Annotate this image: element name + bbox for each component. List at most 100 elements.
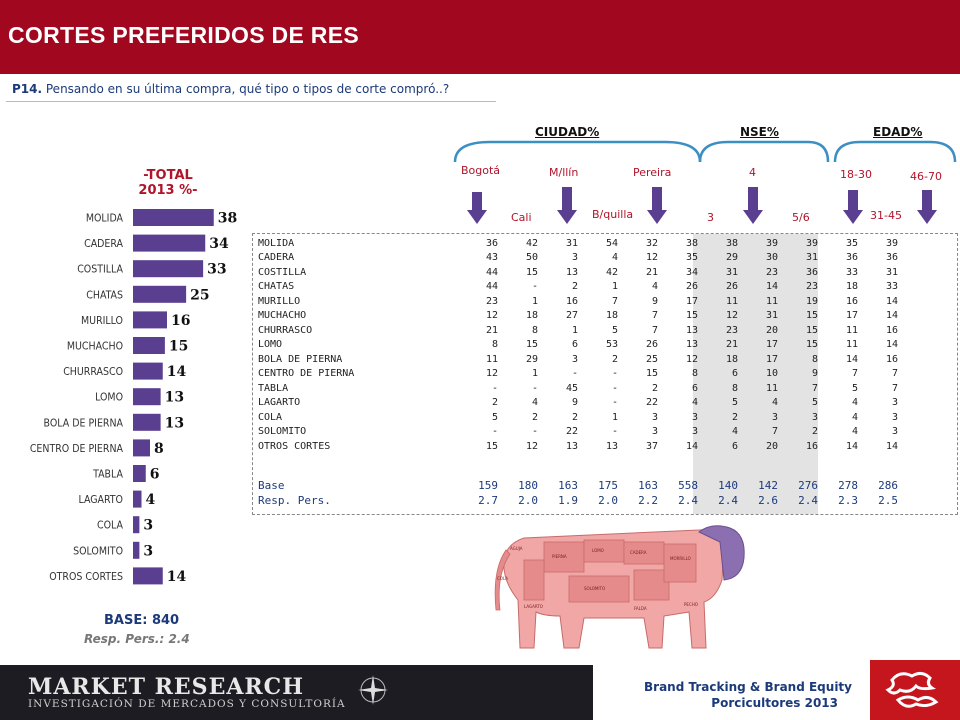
table-cell: - bbox=[531, 382, 538, 394]
table-cell: 4 bbox=[531, 397, 538, 409]
table-cell: 558 bbox=[678, 479, 698, 493]
table-cell: 54 bbox=[605, 237, 618, 249]
compass-icon bbox=[358, 675, 388, 705]
row-label: CHATAS bbox=[258, 281, 295, 293]
row-label: COLA bbox=[258, 411, 283, 423]
table-cell: 23 bbox=[725, 324, 738, 336]
table-cell: 4 bbox=[611, 252, 618, 264]
table-cell: 4 bbox=[731, 426, 738, 438]
bar-value-label: 38 bbox=[218, 211, 237, 227]
table-cell: 5 bbox=[811, 397, 818, 409]
bar bbox=[133, 285, 187, 303]
table-cell: 34 bbox=[685, 266, 698, 278]
total-chart-title: -TOTAL 2013 %- bbox=[118, 168, 218, 198]
row-label: TABLA bbox=[258, 382, 289, 394]
table-cell: 5 bbox=[731, 397, 738, 409]
table-cell: 15 bbox=[805, 339, 818, 351]
table-cell: 17 bbox=[765, 353, 778, 365]
table-cell: 14 bbox=[845, 440, 858, 452]
table-cell: 6 bbox=[731, 440, 738, 452]
table-cell: 8 bbox=[811, 353, 818, 365]
table-cell: 27 bbox=[565, 310, 578, 322]
bar bbox=[133, 490, 142, 508]
table-cell: 1 bbox=[531, 368, 538, 380]
table-cell: 9 bbox=[651, 295, 658, 307]
arrow-age4670 bbox=[917, 190, 937, 224]
bar-category-label: LOMO bbox=[95, 392, 123, 404]
bar bbox=[133, 337, 165, 354]
row-label: Resp. Pers. bbox=[258, 493, 331, 507]
table-cell: 15 bbox=[525, 266, 538, 278]
base-label: BASE: 840 bbox=[104, 613, 180, 628]
table-cell: 17 bbox=[765, 339, 778, 351]
table-cell: 15 bbox=[645, 368, 658, 380]
table-cell: 26 bbox=[725, 281, 738, 293]
table-cell: 16 bbox=[885, 324, 898, 336]
bar-value-label: 13 bbox=[165, 415, 184, 431]
table-cell: 2.4 bbox=[718, 493, 738, 507]
col-head-age3145: 31-45 bbox=[870, 209, 902, 222]
table-row: OTROS CORTES 15 12 13 13 37 14 6 20 16 14 14 bbox=[258, 439, 898, 454]
group-head-edad: EDAD% bbox=[873, 125, 923, 139]
cow-label-5: FALDA bbox=[634, 606, 647, 611]
table-cell: 39 bbox=[765, 237, 778, 249]
table-cell: 6 bbox=[571, 339, 578, 351]
table-row: MUCHACHO 12 18 27 18 7 15 12 31 15 17 14 bbox=[258, 309, 898, 324]
table-cell: 29 bbox=[725, 252, 738, 264]
table-cell: 4 bbox=[851, 411, 858, 423]
bar bbox=[133, 234, 206, 252]
table-cell: 1 bbox=[611, 411, 618, 423]
table-cell: 21 bbox=[485, 324, 498, 336]
total-title-line2: 2013 %- bbox=[138, 183, 198, 198]
table-cell: 33 bbox=[885, 281, 898, 293]
table-cell: 44 bbox=[485, 266, 498, 278]
table-cell: 276 bbox=[798, 479, 818, 493]
table-cell: 22 bbox=[645, 397, 658, 409]
table-cell: 3 bbox=[651, 426, 658, 438]
table-cell: 2 bbox=[571, 411, 578, 423]
table-cell: 30 bbox=[765, 252, 778, 264]
table-cell: 3 bbox=[571, 252, 578, 264]
table-row: MOLIDA 36 42 31 54 32 38 38 39 39 35 39 bbox=[258, 236, 898, 251]
row-label: LOMO bbox=[258, 339, 283, 351]
table-cell: 25 bbox=[645, 353, 658, 365]
table-cell: 4 bbox=[691, 397, 698, 409]
table-cell: 35 bbox=[685, 252, 698, 264]
table-cell: 16 bbox=[805, 440, 818, 452]
table-cell: 14 bbox=[885, 440, 898, 452]
table-cell: 10 bbox=[765, 368, 778, 380]
row-label: MUCHACHO bbox=[258, 310, 307, 322]
bar-value-label: 13 bbox=[165, 390, 184, 406]
table-cell: 9 bbox=[811, 368, 818, 380]
table-cell: 163 bbox=[638, 479, 658, 493]
table-cell: 20 bbox=[765, 440, 778, 452]
footer-brand-mark bbox=[870, 660, 960, 720]
table-cell: 12 bbox=[725, 310, 738, 322]
table-cell: 19 bbox=[805, 295, 818, 307]
table-cell: 8 bbox=[491, 339, 498, 351]
table-cell: 13 bbox=[565, 266, 578, 278]
table-cell: 2.4 bbox=[678, 493, 698, 507]
table-row: COSTILLA 44 15 13 42 21 34 31 23 36 33 31 bbox=[258, 265, 898, 280]
table-cell: 175 bbox=[598, 479, 618, 493]
table-cell: 2.6 bbox=[758, 493, 778, 507]
table-cell: 6 bbox=[691, 382, 698, 394]
bar-category-label: CADERA bbox=[84, 238, 123, 250]
table-row: CADERA 43 50 3 4 12 35 29 30 31 36 36 bbox=[258, 251, 898, 266]
bar-category-label: BOLA DE PIERNA bbox=[44, 417, 124, 429]
bar-category-label: MUCHACHO bbox=[67, 341, 123, 353]
bar bbox=[133, 439, 150, 457]
table-cell: 4 bbox=[651, 281, 658, 293]
table-cell: 12 bbox=[685, 353, 698, 365]
table-cell: 2 bbox=[651, 382, 658, 394]
table-cell: 2.4 bbox=[798, 493, 818, 507]
table-cell: 11 bbox=[765, 382, 778, 394]
table-row: CHATAS 44-2 1 4 26 26 14 23 18 33 bbox=[258, 280, 898, 295]
table-cell: 21 bbox=[725, 339, 738, 351]
bar-value-label: 3 bbox=[143, 543, 153, 559]
table-cell: 14 bbox=[765, 281, 778, 293]
table-cell: 23 bbox=[485, 295, 498, 307]
pig-logo-icon bbox=[885, 671, 939, 708]
bar-value-label: 8 bbox=[154, 441, 164, 457]
